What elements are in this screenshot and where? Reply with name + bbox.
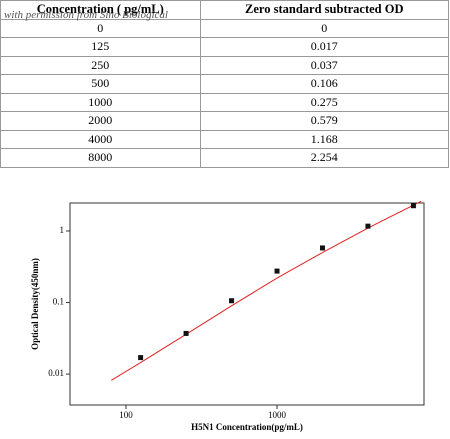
x-tick-label: 1000 (268, 410, 287, 420)
y-tick-label: 1 (60, 225, 65, 235)
plot-frame (69, 202, 425, 406)
fit-curve (111, 200, 422, 381)
table-cell: 0.579 (199, 111, 450, 131)
table-cell: 4000 (0, 129, 201, 149)
data-point (410, 203, 416, 209)
data-point (229, 298, 235, 304)
x-tick-label: 100 (119, 410, 133, 420)
y-tick-label: 0.1 (53, 297, 64, 307)
data-point (183, 330, 189, 336)
table-row: 2000 0.579 (0, 111, 450, 131)
table-row: 8000 2.254 (0, 148, 450, 168)
data-point (365, 223, 371, 229)
table-row: 500 0.106 (0, 74, 450, 94)
y-tick-label: 0.01 (48, 368, 64, 378)
data-point (319, 245, 325, 251)
y-axis-title: Optical Density(450nm) (30, 258, 40, 350)
table-cell: 2.254 (199, 148, 450, 168)
data-point (274, 268, 280, 274)
table-row: 4000 1.168 (0, 129, 450, 149)
table-cell: 2000 (0, 111, 201, 131)
watermark: with permission from Sino Biological (4, 9, 168, 21)
table-cell: 1.168 (199, 129, 450, 149)
standard-table: Concentration ( pg/mL) Zero standard sub… (0, 0, 450, 168)
data-point (138, 355, 144, 361)
x-axis-title: H5N1 Concentration(pg/mL) (191, 422, 303, 432)
